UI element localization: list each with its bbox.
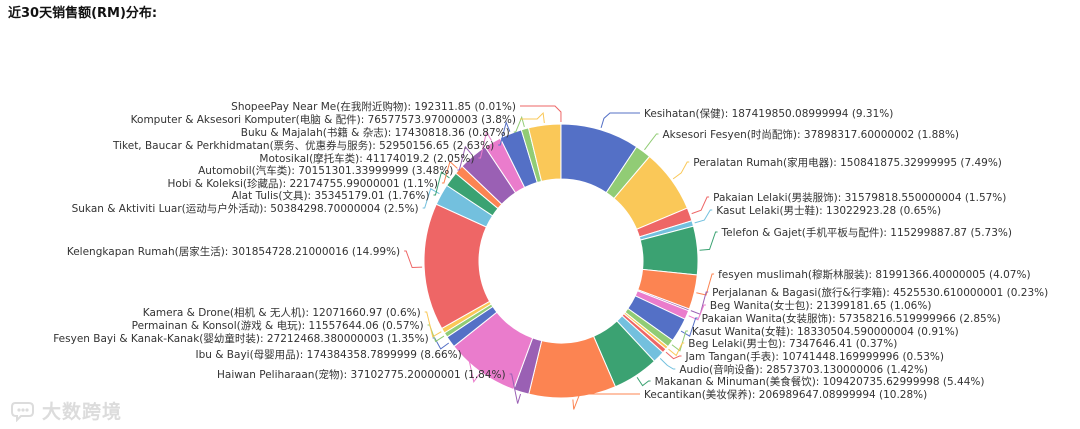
leader-line-3 xyxy=(691,196,710,215)
leader-line-20 xyxy=(424,311,442,338)
slice-label-7: Perjalanan & Bagasi(旅行&行李箱): 4525530.610… xyxy=(712,286,1048,299)
leader-line-13 xyxy=(659,358,676,370)
leader-line-28 xyxy=(513,115,525,133)
leader-line-8 xyxy=(688,304,706,321)
leader-line-17 xyxy=(465,353,481,384)
slice-label-24: Hobi & Koleksi(珍藏品): 22174755.99000001 (… xyxy=(168,178,438,190)
leader-line-2 xyxy=(672,161,690,180)
slice-label-10: Kasut Wanita(女鞋): 18330504.590000004 (0.… xyxy=(692,325,959,338)
leader-line-0 xyxy=(600,112,640,129)
leader-line-7 xyxy=(690,291,709,315)
slice-label-27: Tiket, Baucar & Perkhidmatan(票务、优惠券与服务):… xyxy=(112,139,494,152)
slice-label-30: ShopeePay Near Me(在我附近购物): 192311.85 (0.… xyxy=(231,100,516,113)
watermark-text: 大数跨境 xyxy=(42,401,123,423)
slice-label-0: Kesihatan(保健): 187419850.08999994 (9.31%… xyxy=(644,107,893,120)
slice-label-14: Makanan & Minuman(美食餐饮): 109420735.62999… xyxy=(655,375,985,388)
slice-label-11: Beg Lelaki(男士包): 7347646.41 (0.37%) xyxy=(688,337,897,350)
leader-line-5 xyxy=(699,231,718,251)
slice-label-22: Sukan & Aktiviti Luar(运动与户外活动): 50384298… xyxy=(72,202,419,215)
slice-label-18: Fesyen Bayi & Kanak-Kanak(婴幼童时装): 272124… xyxy=(53,332,428,345)
slice-label-15: Kecantikan(美妆保养): 206989647.08999994 (10… xyxy=(644,388,927,401)
slice-label-5: Telefon & Gajet(手机平板与配件): 115299887.87 (… xyxy=(721,226,1012,239)
chart-title: 近30天销售额(RM)分布: xyxy=(8,6,158,21)
slice-label-1: Aksesori Fesyen(时尚配饰): 37898317.60000002… xyxy=(662,128,959,141)
slice-label-8: Beg Wanita(女士包): 21399181.65 (1.06%) xyxy=(710,299,932,312)
slice-label-2: Peralatan Rumah(家用电器): 150841875.3299999… xyxy=(693,156,1002,169)
leader-line-22 xyxy=(422,188,440,209)
leader-line-6 xyxy=(696,273,715,296)
leader-line-26 xyxy=(478,130,492,159)
leader-line-25 xyxy=(457,145,473,171)
slice-label-29: Komputer & Aksesori Komputer(电脑 & 配件): 7… xyxy=(131,113,516,126)
leader-line-12 xyxy=(665,351,682,360)
slice-label-25: Automobil(汽车类): 70151301.33999999 (3.48%… xyxy=(198,164,453,177)
slice-label-13: Audio(音响设备): 28573703.130000006 (1.42%) xyxy=(679,363,928,376)
slice-label-16: Haiwan Peliharaan(宠物): 37102775.20000001… xyxy=(217,368,506,381)
slice-label-4: Kasut Lelaki(男士鞋): 13022923.28 (0.65%) xyxy=(716,204,941,217)
leader-line-18 xyxy=(432,337,450,350)
leader-line-19 xyxy=(427,324,445,343)
leader-line-14 xyxy=(636,377,651,387)
slice-label-9: Pakaian Wanita(女装服饰): 57358216.519999966… xyxy=(702,312,1001,325)
leader-line-21 xyxy=(404,250,423,269)
slice-label-21: Kelengkapan Rumah(居家生活): 301854728.21000… xyxy=(67,245,400,258)
leader-line-23 xyxy=(433,171,450,196)
leader-line-10 xyxy=(671,330,688,352)
leader-line-27 xyxy=(498,120,511,146)
slice-label-23: Alat Tulis(文具): 35345179.01 (1.76%) xyxy=(232,189,430,202)
leader-line-15 xyxy=(572,393,640,410)
slice-label-17: Ibu & Bayi(母婴用品): 174384358.7899999 (8.6… xyxy=(196,349,462,361)
leader-line-30 xyxy=(520,105,562,123)
leader-line-16 xyxy=(509,373,522,404)
leader-line-29 xyxy=(520,112,545,124)
slice-label-3: Pakaian Lelaki(男装服饰): 31579818.550000004… xyxy=(713,191,1006,204)
slice-label-12: Jam Tangan(手表): 10741448.169999996 (0.53… xyxy=(685,350,944,363)
leader-line-11 xyxy=(668,342,685,357)
slice-label-6: fesyen muslimah(穆斯林服装): 81991366.4000000… xyxy=(718,268,1030,281)
leader-line-1 xyxy=(644,133,659,151)
watermark: 大数跨境 xyxy=(10,397,122,424)
leader-line-24 xyxy=(441,160,458,184)
slice-label-19: Permainan & Konsol(游戏 & 电玩): 11557644.06… xyxy=(132,319,424,332)
leader-line-4 xyxy=(694,209,713,224)
slice-label-26: Motosikal(摩托车类): 41174019.2 (2.05%) xyxy=(259,152,474,165)
slice-label-28: Buku & Majalah(书籍 & 杂志): 17430818.36 (0.… xyxy=(241,126,510,139)
slice-label-20: Kamera & Drone(相机 & 无人机): 12071660.97 (0… xyxy=(143,306,421,319)
bubble-logo-icon xyxy=(11,401,34,422)
